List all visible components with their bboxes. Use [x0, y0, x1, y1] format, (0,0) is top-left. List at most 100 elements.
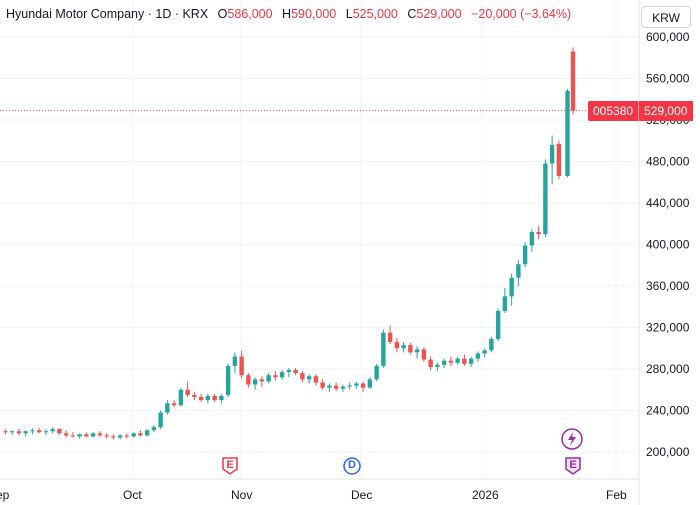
- y-tick-label: 600,000: [646, 30, 690, 44]
- candle-body: [77, 434, 82, 437]
- currency-button[interactable]: KRW: [641, 6, 691, 28]
- candle-up: [165, 400, 170, 415]
- candle-body: [252, 379, 258, 385]
- candle-up: [502, 288, 508, 313]
- earnings-icon[interactable]: E: [221, 457, 239, 475]
- candle-body: [408, 345, 413, 353]
- candle-down: [428, 356, 433, 371]
- candle-up: [495, 308, 501, 341]
- candle-up: [30, 428, 35, 435]
- candle-up: [509, 273, 514, 306]
- candle-body: [171, 403, 177, 406]
- y-tick-label: 280,000: [646, 362, 690, 376]
- legend-open-key: O: [217, 7, 228, 21]
- candle-body: [549, 144, 555, 164]
- candle-down: [462, 354, 467, 366]
- candle-up: [219, 393, 224, 404]
- y-tick-label: 320,000: [646, 321, 690, 335]
- candle-body: [570, 51, 576, 111]
- candle-body: [387, 332, 393, 343]
- candle-body: [462, 358, 467, 364]
- candle-up: [205, 393, 211, 404]
- candle-down: [313, 374, 319, 386]
- candle-body: [266, 375, 271, 382]
- candle-body: [84, 434, 89, 437]
- candle-body: [286, 370, 292, 373]
- candle-body: [428, 359, 433, 367]
- candle-up: [367, 377, 373, 389]
- candle-up: [441, 358, 447, 368]
- candle-body: [30, 430, 35, 432]
- earnings-marker-label: E: [569, 459, 577, 471]
- candle-body: [158, 412, 163, 428]
- candle-body: [111, 436, 116, 438]
- dividend-icon[interactable]: D: [343, 457, 361, 475]
- candle-up: [522, 242, 528, 268]
- candle-up: [529, 228, 535, 252]
- candle-body: [57, 429, 62, 434]
- candle-up: [232, 352, 238, 374]
- candle-up: [347, 382, 352, 390]
- candle-body: [495, 310, 501, 339]
- last-price-ticker: 005380: [588, 101, 639, 121]
- candle-body: [448, 360, 454, 363]
- event-icon[interactable]: [561, 428, 583, 450]
- candle-body: [273, 375, 278, 378]
- candle-down: [394, 337, 400, 353]
- candle-up: [455, 356, 460, 365]
- candle-up: [306, 374, 312, 384]
- candle-up: [43, 429, 49, 436]
- candle-body: [394, 342, 400, 349]
- y-tick-label: 360,000: [646, 279, 690, 293]
- candle-body: [367, 379, 373, 388]
- candle-body: [97, 433, 103, 436]
- candle-up: [414, 346, 420, 359]
- candle-body: [516, 264, 521, 278]
- candle-body: [455, 358, 460, 363]
- candle-down: [408, 343, 413, 355]
- candle-down: [36, 428, 42, 434]
- candle-body: [441, 360, 447, 365]
- candle-body: [192, 394, 197, 398]
- last-price-value: 529,000: [638, 101, 694, 121]
- candle-body: [529, 232, 535, 246]
- candle-body: [165, 403, 170, 413]
- x-tick-label: Feb: [606, 488, 627, 502]
- legend-high-key: H: [282, 7, 292, 21]
- y-tick-label: 560,000: [646, 72, 690, 86]
- earnings-icon[interactable]: E: [564, 457, 582, 475]
- candle-body: [151, 427, 157, 431]
- candle-body: [131, 433, 136, 437]
- candle-body: [225, 365, 231, 395]
- candle-up: [9, 430, 15, 436]
- candle-up: [340, 384, 346, 392]
- candle-down: [63, 430, 69, 438]
- candle-body: [144, 430, 150, 436]
- candle-down: [421, 347, 427, 362]
- candle-body: [36, 430, 42, 433]
- candle-down: [171, 400, 177, 408]
- candle-up: [489, 336, 494, 353]
- candle-body: [489, 338, 494, 351]
- candle-body: [50, 429, 55, 432]
- candle-up: [144, 429, 150, 437]
- candle-body: [313, 376, 319, 383]
- y-tick-label: 200,000: [646, 445, 690, 459]
- candle-body: [468, 358, 474, 364]
- candle-body: [401, 345, 406, 349]
- candle-body: [212, 395, 217, 401]
- candle-body: [374, 365, 379, 380]
- x-tick-label: 2026: [472, 488, 499, 502]
- candle-body: [117, 435, 123, 438]
- candle-body: [239, 356, 244, 376]
- candle-down: [97, 431, 103, 437]
- y-tick-label: 400,000: [646, 238, 690, 252]
- candle-body: [178, 389, 184, 406]
- candle-body: [90, 433, 96, 437]
- candle-body: [475, 353, 481, 359]
- candle-body: [219, 395, 224, 401]
- candle-up: [327, 383, 332, 392]
- legend-low-key: L: [345, 7, 353, 21]
- candle-body: [16, 431, 22, 434]
